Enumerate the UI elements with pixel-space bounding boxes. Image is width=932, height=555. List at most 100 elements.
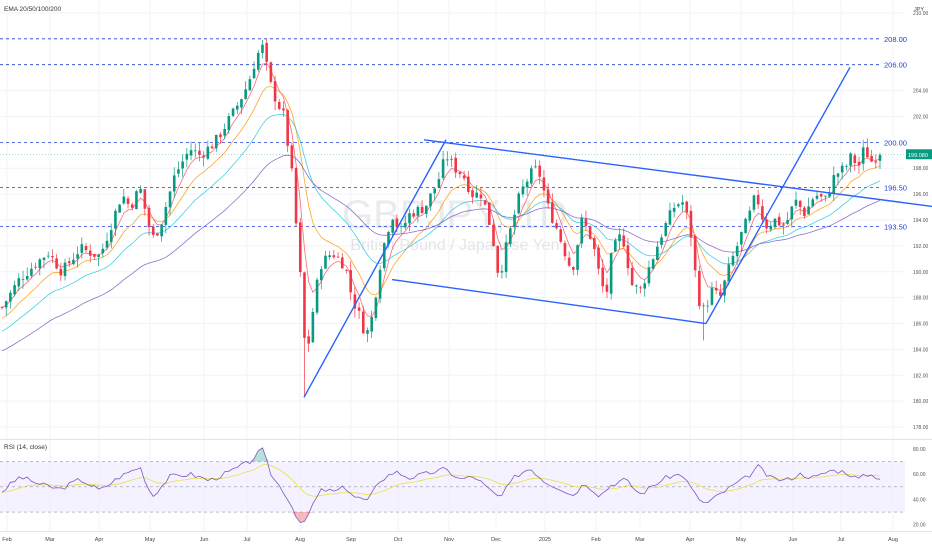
candle-body: [711, 288, 714, 305]
candle-body: [870, 156, 873, 162]
channel-lower[interactable]: [392, 280, 706, 324]
candle-body: [463, 176, 466, 179]
level-label: 206.00: [884, 61, 907, 70]
candle-body: [93, 254, 96, 257]
candle-body: [76, 254, 79, 258]
candle-body: [379, 270, 382, 299]
candle-body: [782, 224, 785, 225]
watermark-name: British Pound / Japanese Yen: [350, 237, 559, 254]
candle-body: [366, 330, 369, 334]
candle-body: [753, 195, 756, 209]
rsi-indicator-label[interactable]: RSI (14, close): [4, 444, 47, 451]
current-price-tag: 199.080: [0, 149, 932, 159]
candle-body: [425, 206, 428, 214]
time-tick-label: Sep: [346, 537, 356, 543]
time-tick-label: Aug: [888, 537, 898, 543]
candle-body: [223, 129, 226, 136]
candle-body: [429, 193, 432, 206]
candle-body: [484, 200, 487, 204]
candle-body: [324, 256, 327, 269]
candle-body: [488, 202, 491, 224]
candle-body: [673, 208, 676, 212]
price-tick-label: 186.00: [913, 322, 929, 328]
candle-body: [845, 166, 848, 167]
candle-body: [278, 102, 281, 109]
price-tick-label: 188.00: [913, 296, 929, 302]
candle-body: [421, 207, 424, 213]
candle-body: [858, 162, 861, 165]
ema-lines: [2, 63, 880, 351]
candle-body: [740, 232, 743, 245]
candle-body: [123, 197, 126, 204]
candle-body: [454, 158, 457, 173]
candle-body: [778, 217, 781, 226]
candle-body: [127, 198, 130, 204]
candle-body: [215, 135, 218, 148]
candle-body: [471, 190, 474, 197]
candle-body: [177, 169, 180, 173]
candle-body: [803, 208, 806, 216]
candle-body: [253, 69, 256, 78]
rsi-tick-label: 60.00: [913, 472, 926, 478]
candle-body: [270, 62, 273, 82]
candle-body: [837, 174, 840, 177]
candle-body: [43, 258, 46, 260]
candle-body: [526, 182, 529, 188]
ema-indicator-label[interactable]: EMA 20/50/100/200: [4, 6, 61, 13]
candle-body: [786, 220, 789, 224]
candle-body: [820, 194, 823, 196]
candle-body: [585, 219, 588, 226]
candle-body: [799, 201, 802, 207]
candle-body: [81, 244, 84, 253]
candle-body: [232, 109, 235, 116]
candle-body: [5, 301, 8, 307]
candle-body: [664, 223, 667, 236]
candle-body: [593, 238, 596, 249]
candle-body: [114, 211, 117, 229]
candle-body: [144, 189, 147, 208]
candle-body: [307, 336, 310, 343]
candle-body: [265, 43, 268, 62]
candle-body: [345, 270, 348, 271]
candle-body: [72, 260, 75, 264]
candle-body: [152, 227, 155, 235]
candle-body: [400, 226, 403, 227]
time-tick-label: 2025: [539, 537, 551, 543]
candle-body: [202, 155, 205, 157]
candle-body: [22, 279, 25, 280]
candle-body: [312, 312, 315, 342]
rsi-tick-label: 40.00: [913, 497, 926, 503]
candle-body: [303, 272, 306, 337]
candle-body: [572, 267, 575, 270]
candle-body: [816, 196, 819, 199]
ema-20-line: [2, 63, 880, 316]
candle-body: [606, 285, 609, 292]
candle-body: [635, 286, 638, 287]
candle-body: [631, 268, 634, 285]
candle-body: [55, 258, 58, 268]
level-label: 196.50: [884, 184, 907, 193]
candle-body: [761, 206, 764, 219]
time-tick-label: Nov: [444, 537, 454, 543]
candle-body: [261, 45, 264, 53]
time-tick-label: Dec: [491, 537, 501, 543]
candle-body: [274, 81, 277, 101]
candle-body: [551, 202, 554, 223]
time-tick-label: Apr: [95, 537, 104, 543]
candle-body: [559, 229, 562, 241]
candle-body: [547, 190, 550, 204]
candle-body: [9, 293, 12, 302]
price-axis[interactable]: JPY 178.00180.00182.00184.00186.00188.00…: [913, 7, 929, 431]
candle-body: [505, 242, 508, 272]
price-tick-label: 182.00: [913, 373, 929, 379]
candle-body: [564, 243, 567, 256]
rsi-tick-label: 80.00: [913, 447, 926, 453]
candle-body: [459, 172, 462, 174]
candle-body: [715, 288, 718, 290]
candle-body: [383, 243, 386, 268]
candle-body: [517, 194, 520, 214]
